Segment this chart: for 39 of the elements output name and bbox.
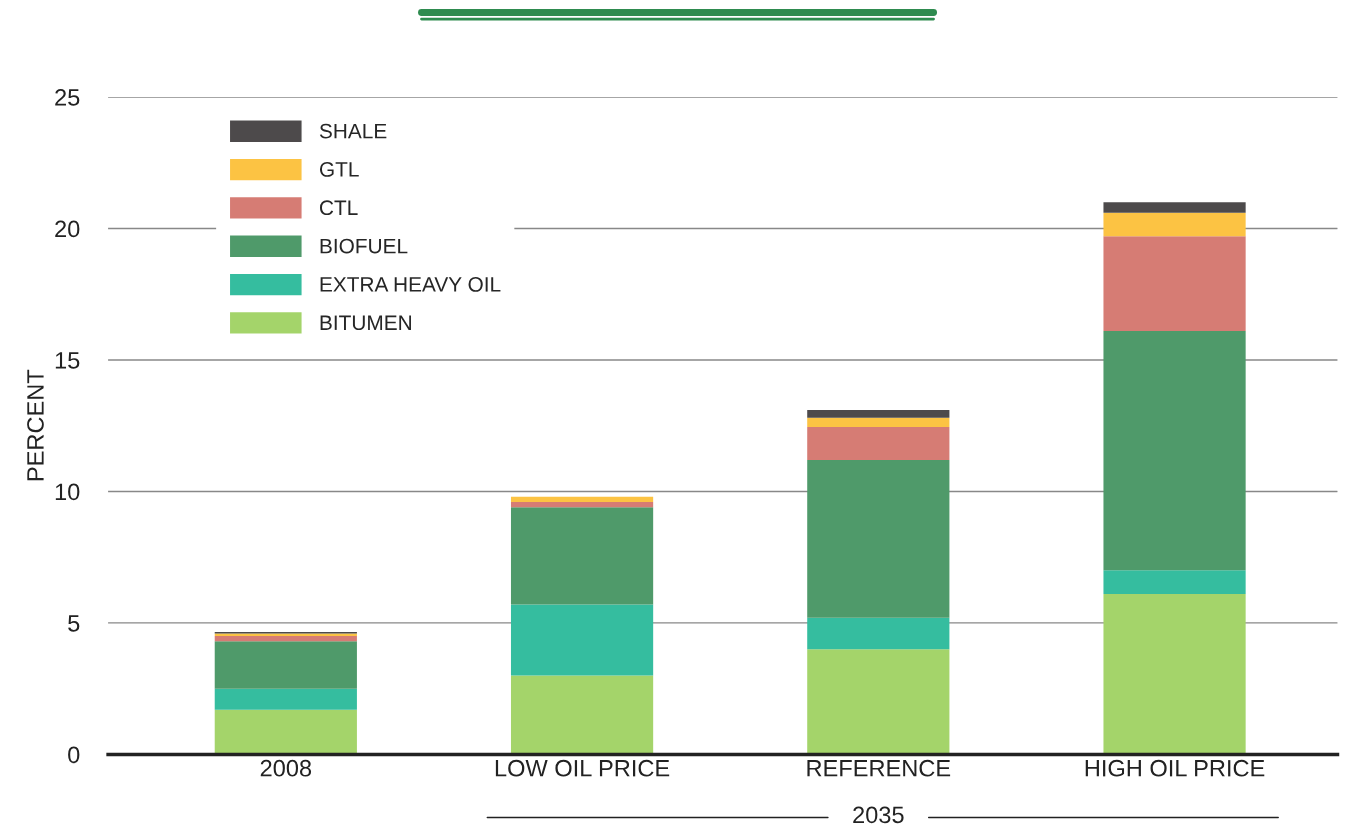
bar [807,427,950,460]
bar [807,459,950,618]
legend-label: BIOFUEL [320,238,408,254]
legend-label: SHALE [319,123,387,139]
y-tick-label: 20 [55,220,80,238]
bar [1103,212,1246,237]
legend-label: GTL [319,162,359,177]
y-tick-label: 15 [55,352,80,369]
x-tick-label: HIGH OIL PRICE [1085,759,1265,777]
bar [807,649,950,755]
bar [807,417,950,428]
y-tick-label: 10 [55,483,80,501]
y-axis-title: PERCENT [27,369,44,481]
y-tick-label: 25 [55,89,80,106]
bar [1103,236,1246,332]
x-tick-label: 2008 [260,759,312,777]
y-tick-label: 5 [68,615,80,632]
x-tick-label: REFERENCE [807,759,951,777]
bar [510,604,654,676]
bar [214,636,357,642]
x-tick-label: LOW OIL PRICE [495,759,670,777]
bar [1103,570,1246,594]
bar [807,409,950,418]
legend-label: EXTRA HEAVY OIL [320,277,501,292]
bar [1103,202,1246,213]
y-tick-label: 0 [68,746,80,764]
text: 2035 [853,806,904,824]
bar [510,675,654,755]
legend-label: CTL [319,200,358,216]
bar [510,507,654,605]
bar [214,688,357,710]
bar [1103,593,1246,755]
bar [214,641,357,689]
bar [214,709,357,755]
bar [807,617,950,650]
bar [1103,331,1246,571]
bar [510,496,654,502]
bar [510,501,654,508]
legend-label: BITUMEN [320,315,411,331]
